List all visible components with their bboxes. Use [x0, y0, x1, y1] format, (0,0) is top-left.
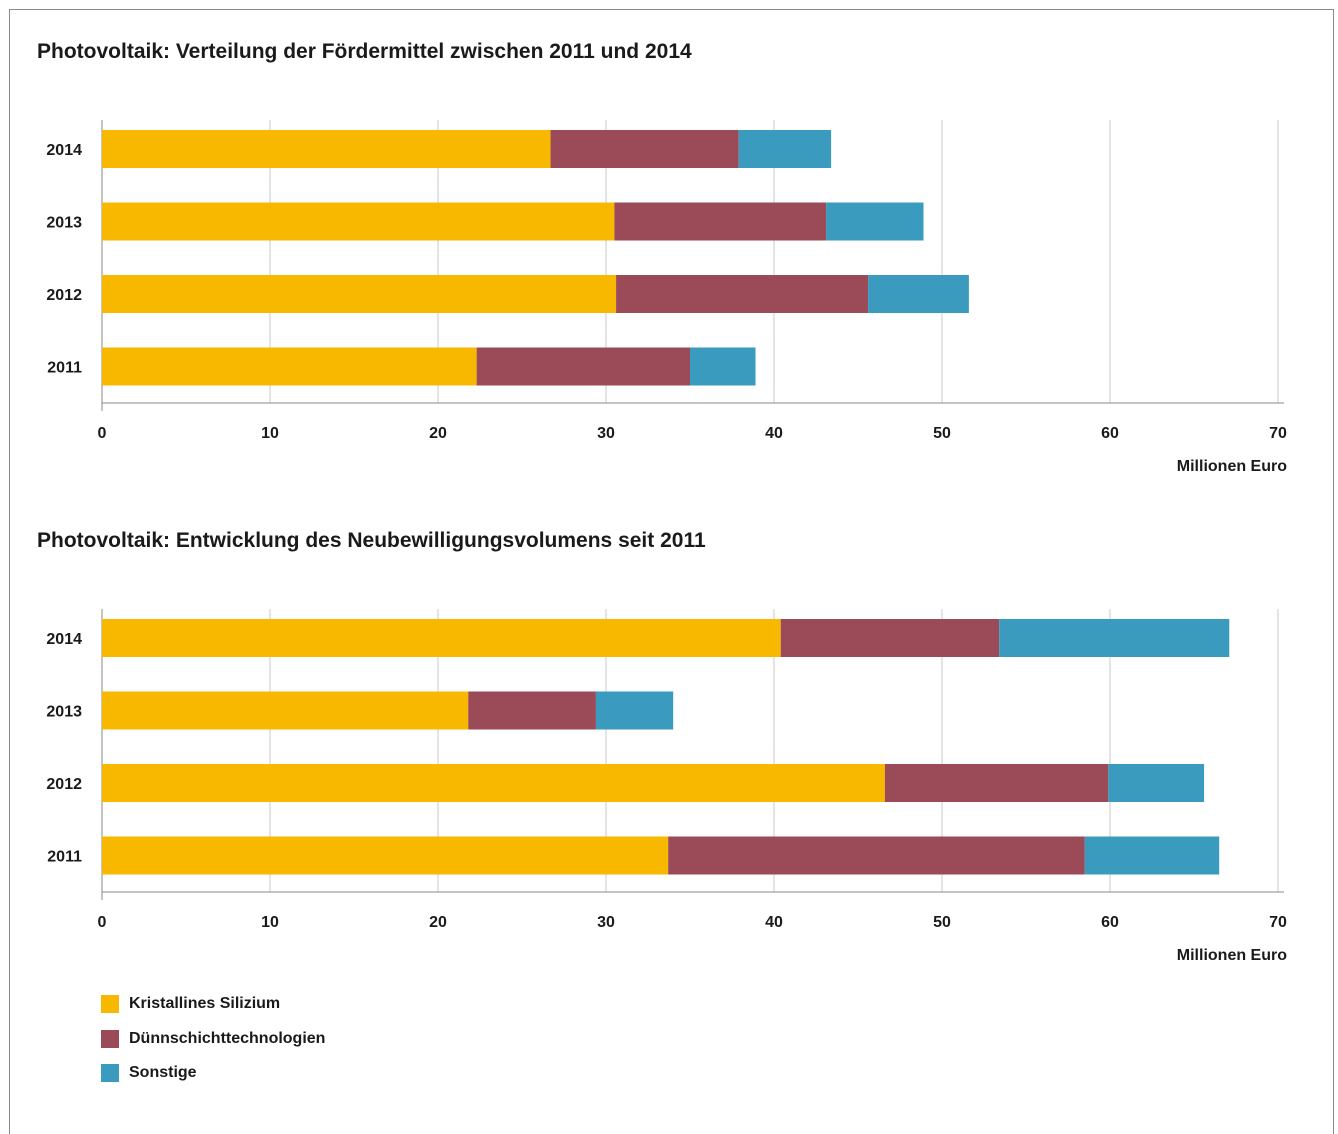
- bar-segment: [614, 202, 827, 241]
- category-label: 2013: [46, 215, 82, 232]
- category-label: 2012: [46, 776, 82, 793]
- x-tick-label: 50: [933, 914, 951, 931]
- category-label: 2014: [46, 142, 82, 159]
- legend: Kristallines Silizium Dünnschichttechnol…: [101, 987, 325, 1091]
- x-tick-label: 30: [597, 425, 615, 442]
- bar-segment: [102, 202, 615, 241]
- x-tick-label: 40: [765, 914, 783, 931]
- bar-segment: [102, 764, 885, 802]
- bar-segment: [102, 619, 781, 657]
- x-tick-label: 20: [429, 425, 447, 442]
- x-tick-label: 10: [261, 425, 279, 442]
- legend-label: Kristallines Silizium: [129, 995, 281, 1013]
- bar-segment: [102, 130, 551, 168]
- bar-segment: [468, 691, 596, 730]
- x-tick-label: 10: [261, 914, 279, 931]
- legend-swatch-thin-film: [101, 1029, 119, 1048]
- x-tick-label: 60: [1101, 914, 1119, 931]
- legend-swatch-other: [101, 1064, 119, 1083]
- category-label: 2011: [47, 360, 82, 377]
- chart-title-new-approvals: Photovoltaik: Entwicklung des Neubewilli…: [37, 529, 706, 552]
- bar-segment: [595, 691, 674, 730]
- x-tick-label: 30: [597, 914, 615, 931]
- category-label: 2012: [46, 287, 82, 304]
- bar-segment: [102, 347, 477, 386]
- legend-label: Dünnschichttechnologien: [129, 1029, 326, 1047]
- x-tick-label: 40: [765, 425, 783, 442]
- bar-segment: [102, 691, 469, 730]
- category-label: 2014: [46, 631, 82, 648]
- legend-item-crystalline-silicon: Kristallines Silizium: [101, 987, 325, 1022]
- x-tick-label: 0: [98, 425, 107, 442]
- x-tick-label: 70: [1269, 914, 1287, 931]
- legend-swatch-crystalline-silicon: [101, 995, 119, 1014]
- figure-frame: [9, 9, 1334, 1134]
- bar-segment: [738, 130, 832, 168]
- bar-segment: [102, 275, 617, 313]
- x-tick-label: 50: [933, 425, 951, 442]
- chart-title-funding-distribution: Photovoltaik: Verteilung der Fördermitte…: [37, 40, 692, 63]
- x-axis-unit-label: Millionen Euro: [1177, 458, 1287, 475]
- bar-segment: [780, 619, 1000, 657]
- bar-segment: [550, 130, 739, 168]
- bar-segment: [826, 202, 924, 241]
- x-tick-label: 70: [1269, 425, 1287, 442]
- x-tick-label: 0: [98, 914, 107, 931]
- category-label: 2013: [46, 704, 82, 721]
- legend-label: Sonstige: [129, 1064, 197, 1082]
- bar-segment: [884, 764, 1109, 802]
- bar-segment: [1108, 764, 1205, 802]
- x-tick-label: 60: [1101, 425, 1119, 442]
- legend-item-other: Sonstige: [101, 1056, 325, 1091]
- chart-new-approvals: 2014 2013 2012 2011 0 10 20 30 40 50 60 70 Millionen…: [46, 609, 1287, 964]
- bar-segment: [999, 619, 1230, 657]
- bar-segment: [102, 836, 669, 875]
- bar-segment: [690, 347, 756, 386]
- chart-funding-distribution: 2014 2013 2012 2011 0 10 20 30 40 50 60 70 Millionen…: [46, 120, 1287, 475]
- bar-segment: [668, 836, 1085, 875]
- legend-item-thin-film: Dünnschichttechnologien: [101, 1022, 325, 1057]
- bar-segment: [868, 275, 969, 313]
- category-label: 2011: [47, 849, 82, 866]
- bar-segment: [1084, 836, 1220, 875]
- x-tick-label: 20: [429, 914, 447, 931]
- x-axis-unit-label: Millionen Euro: [1177, 947, 1287, 964]
- bar-segment: [616, 275, 869, 313]
- bar-segment: [476, 347, 690, 386]
